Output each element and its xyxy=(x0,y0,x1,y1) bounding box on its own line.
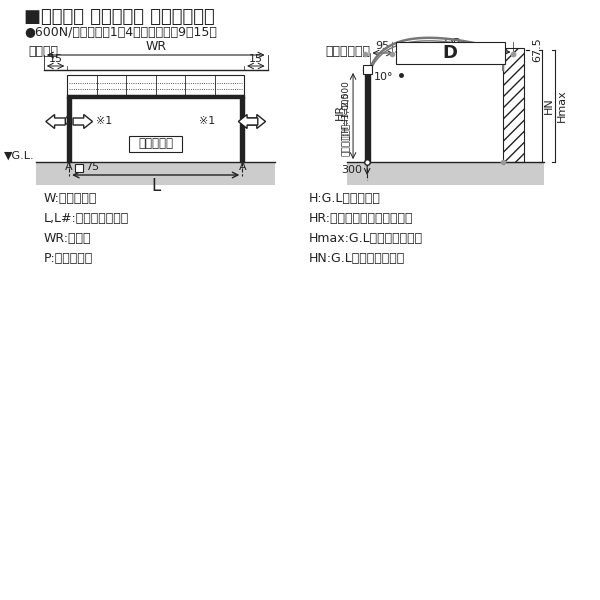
Text: Hmax: Hmax xyxy=(557,89,567,122)
Polygon shape xyxy=(246,115,266,128)
Bar xyxy=(67,75,244,95)
Text: 15: 15 xyxy=(49,54,62,64)
Text: L: L xyxy=(151,177,160,195)
Text: 【単体】: 【単体】 xyxy=(28,45,58,58)
Text: ※1: ※1 xyxy=(199,116,215,127)
Text: 67.5: 67.5 xyxy=(532,38,542,62)
Text: ▼G.L.: ▼G.L. xyxy=(4,151,34,161)
Bar xyxy=(363,65,371,74)
Text: 300: 300 xyxy=(341,165,362,175)
Text: H:G.L～前枠下端
HR:前枠下端～垂木掛け上端
Hmax:G.L～垂木掛け上端
HN:G.L～垂木掛け下端: H:G.L～前枠下端 HR:前枠下端～垂木掛け上端 Hmax:G.L～垂木掛け上… xyxy=(308,192,422,265)
Text: DR: DR xyxy=(443,37,462,50)
Text: A: A xyxy=(65,162,73,172)
Bar xyxy=(129,136,182,151)
Bar xyxy=(36,162,275,185)
Bar xyxy=(503,48,524,162)
Text: 10°: 10° xyxy=(373,72,393,82)
Text: 0: 0 xyxy=(240,115,248,128)
Bar xyxy=(396,42,505,64)
Text: A: A xyxy=(238,162,246,172)
Text: 15: 15 xyxy=(249,54,263,64)
Text: ※1: ※1 xyxy=(97,116,113,127)
Text: ロング柱:H=3,000: ロング柱:H=3,000 xyxy=(341,92,350,156)
Text: 95: 95 xyxy=(376,41,390,51)
Text: D: D xyxy=(443,44,458,62)
Text: 0: 0 xyxy=(63,115,71,128)
Text: 柱移動範囲: 柱移動範囲 xyxy=(138,137,173,150)
Text: W:躯体柱芯々
L,L#:柱の中心間距離
WR:屋根幅
P:垂木ピッチ: W:躯体柱芯々 L,L#:柱の中心間距離 WR:屋根幅 P:垂木ピッチ xyxy=(44,192,129,265)
Text: ●600N/㎡　呼称幅1～4間、呼称奥行9～15尺: ●600N/㎡ 呼称幅1～4間、呼称奥行9～15尺 xyxy=(25,26,217,39)
Text: W＝P×n: W＝P×n xyxy=(133,74,179,87)
Text: 標準柱:H=2,500: 標準柱:H=2,500 xyxy=(341,80,350,139)
Text: HN: HN xyxy=(544,98,554,115)
Text: HR: HR xyxy=(334,104,344,120)
Bar xyxy=(75,163,83,172)
Text: 75: 75 xyxy=(85,163,99,173)
Text: 【アール型】: 【アール型】 xyxy=(326,45,371,58)
Text: ■ソラリア テラス屋根 柱標準タイプ: ■ソラリア テラス屋根 柱標準タイプ xyxy=(25,8,215,26)
Text: WR: WR xyxy=(145,40,166,53)
Bar xyxy=(347,162,544,185)
Polygon shape xyxy=(73,115,92,128)
Polygon shape xyxy=(238,115,258,128)
Polygon shape xyxy=(46,115,65,128)
